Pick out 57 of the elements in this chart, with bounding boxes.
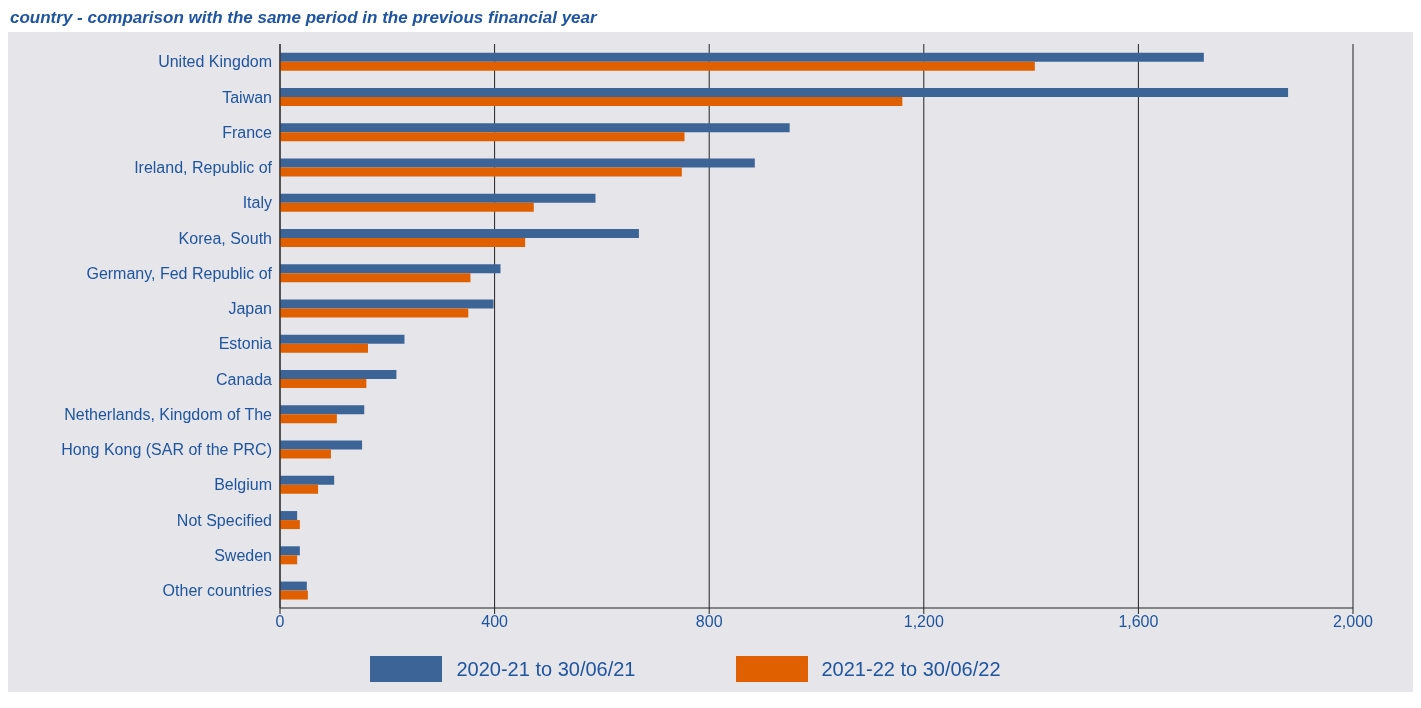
bar (280, 414, 337, 424)
bar (280, 123, 790, 133)
y-tick-label: France (222, 123, 273, 141)
y-tick-label: Canada (215, 370, 273, 388)
bar (280, 370, 397, 380)
bar (280, 88, 1289, 98)
bar (280, 273, 471, 283)
chart-title: country - comparison with the same period in the previous financial year (9, 8, 599, 29)
legend-label: 2020-21 to 30/06/21 (455, 656, 636, 682)
bar (280, 343, 368, 353)
bar (280, 334, 405, 344)
x-tick-label: 2,000 (1332, 613, 1374, 631)
bar (280, 61, 1035, 71)
x-tick-label: 800 (695, 613, 723, 631)
x-tick-label: 1,200 (903, 613, 944, 631)
bar (280, 52, 1204, 62)
y-tick-label: United Kingdom (158, 53, 272, 71)
bar (280, 546, 300, 556)
y-tick-label: Estonia (218, 335, 273, 353)
bar (280, 555, 298, 565)
y-tick-label: Japan (228, 300, 272, 318)
y-tick-label: Hong Kong (SAR of the PRC) (61, 441, 272, 459)
y-tick-label: Taiwan (222, 88, 272, 106)
bar (280, 229, 639, 239)
bar (280, 202, 534, 212)
x-tick-label: 400 (481, 613, 509, 631)
y-tick-label: Italy (242, 194, 272, 212)
y-tick-label: Belgium (214, 476, 272, 494)
y-tick-label: Ireland, Republic of (134, 159, 273, 177)
bar (280, 511, 298, 521)
bar (280, 405, 365, 415)
bar (280, 484, 319, 494)
bar (280, 264, 501, 274)
y-tick-label: Netherlands, Kingdom of The (64, 405, 273, 423)
bar (280, 97, 903, 107)
bar (280, 440, 363, 450)
y-tick-label: Germany, Fed Republic of (86, 264, 273, 282)
y-tick-label: Other countries (162, 582, 272, 600)
y-tick-label: Korea, South (178, 229, 272, 247)
bar (280, 158, 755, 168)
x-tick-label: 0 (275, 613, 285, 631)
legend-label: 2021-22 to 30/06/22 (820, 656, 1001, 682)
bar (280, 449, 331, 459)
bar (280, 581, 307, 591)
bar (280, 299, 494, 309)
bar (280, 132, 685, 142)
y-tick-label: Sweden (214, 546, 272, 564)
y-tick-label: Not Specified (176, 511, 272, 529)
x-tick-label: 1,600 (1118, 613, 1159, 631)
bar (280, 308, 469, 318)
bar (280, 590, 308, 600)
bar (280, 379, 367, 389)
bar (280, 520, 300, 530)
bar (280, 475, 335, 485)
bar (280, 167, 682, 177)
bar (280, 193, 596, 203)
bar (280, 238, 526, 248)
